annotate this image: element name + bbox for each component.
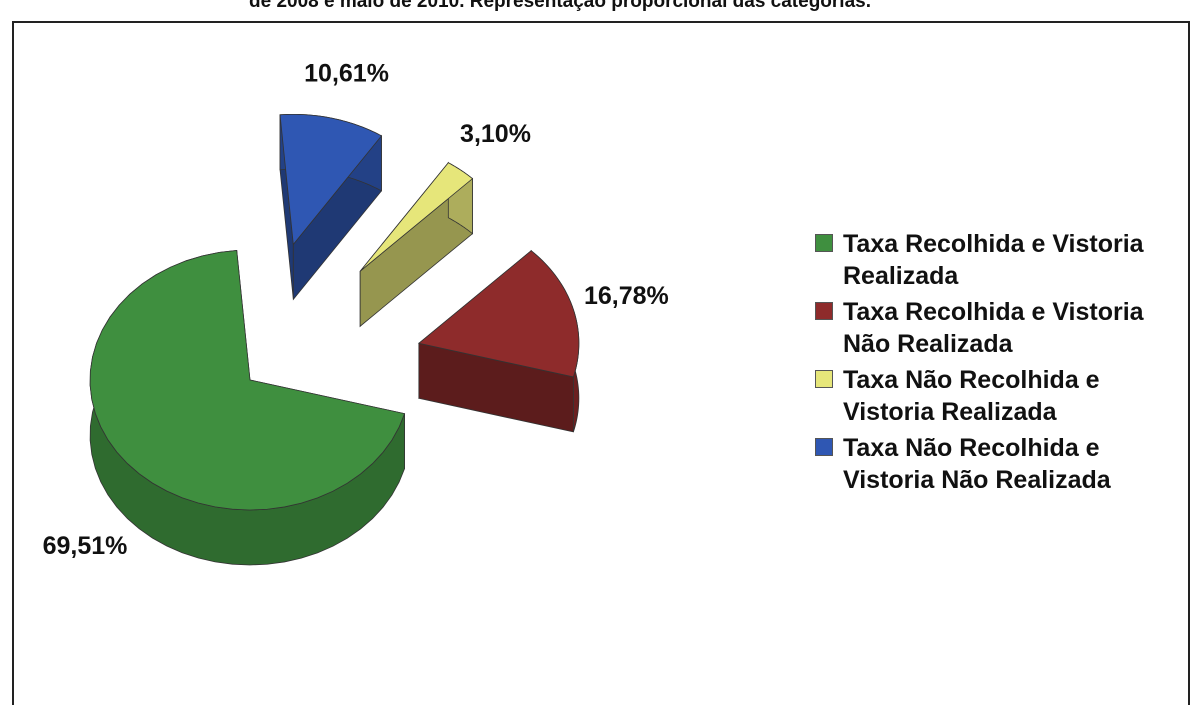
- chart-title: de 2008 e maio de 2010. Representação pr…: [249, 0, 871, 12]
- legend-item: Taxa Não Recolhida e Vistoria Não Realiz…: [815, 432, 1180, 496]
- legend-label: Taxa Não Recolhida e Vistoria Realizada: [843, 366, 1100, 426]
- legend-label: Taxa Não Recolhida e Vistoria Não Realiz…: [843, 434, 1111, 494]
- slice: [417, 250, 580, 378]
- legend-swatch: [815, 438, 833, 456]
- legend-label: Taxa Recolhida e Vistoria Realizada: [843, 230, 1144, 290]
- data-label: 10,61%: [304, 59, 389, 87]
- legend-item: Taxa Recolhida e Vistoria Realizada: [815, 228, 1180, 292]
- data-label: 69,51%: [43, 532, 128, 560]
- slice: [89, 250, 406, 511]
- slice: [279, 113, 383, 246]
- frame: [12, 21, 1190, 705]
- legend: Taxa Recolhida e Vistoria Realizada Taxa …: [815, 228, 1180, 500]
- legend-swatch: [815, 234, 833, 252]
- slice: [359, 162, 474, 272]
- data-label: 3,10%: [460, 120, 531, 148]
- legend-item: Taxa Não Recolhida e Vistoria Realizada: [815, 364, 1180, 428]
- data-label: 16,78%: [584, 282, 669, 310]
- legend-item: Taxa Recolhida e Vistoria Não Realizada: [815, 296, 1180, 360]
- legend-swatch: [815, 370, 833, 388]
- legend-label: Taxa Recolhida e Vistoria Não Realizada: [843, 298, 1144, 358]
- legend-swatch: [815, 302, 833, 320]
